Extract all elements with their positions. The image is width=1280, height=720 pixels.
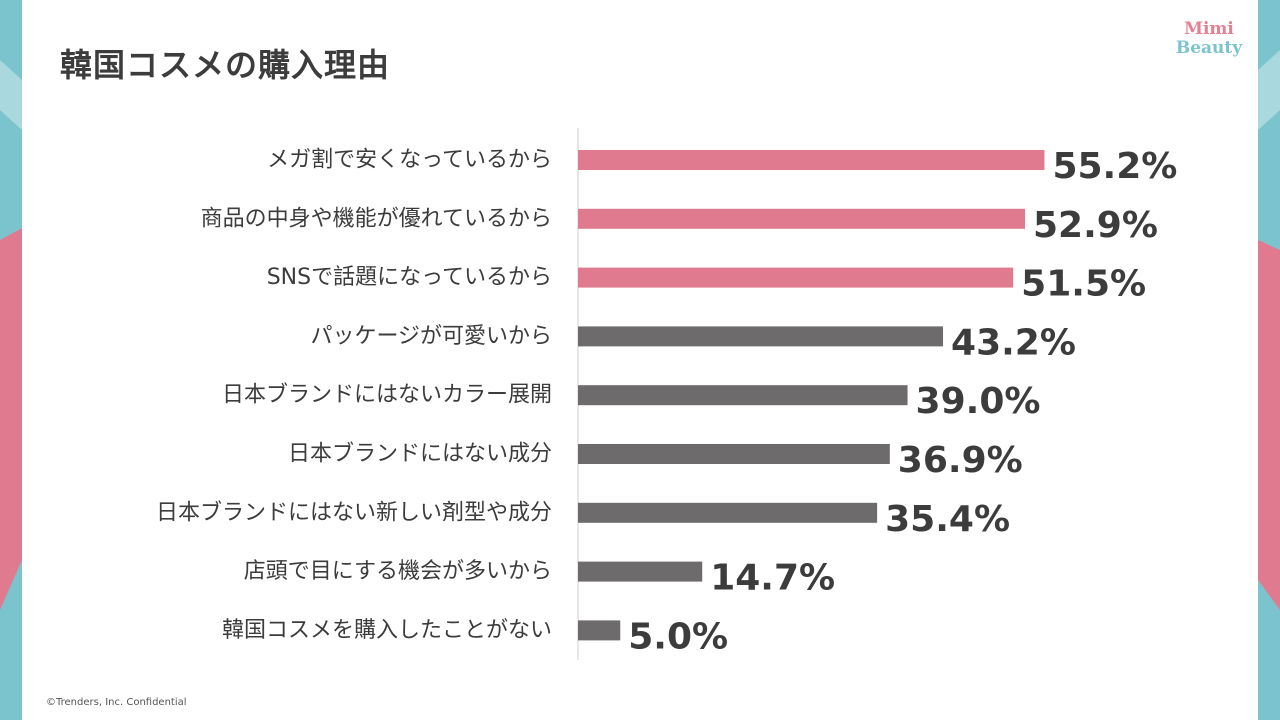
bar	[578, 150, 1045, 170]
category-label: 商品の中身や機能が優れているから	[201, 206, 552, 231]
value-label: 51.5%	[1021, 264, 1146, 305]
logo-line-1: Mimi	[1184, 19, 1234, 39]
category-label: 日本ブランドにはない成分	[288, 442, 552, 467]
logo-line-2: Beauty	[1175, 38, 1243, 58]
bar	[578, 561, 703, 582]
value-label: 55.2%	[1052, 146, 1177, 187]
bar	[578, 444, 890, 464]
value-label: 14.7%	[710, 558, 835, 599]
value-label: 5.0%	[628, 616, 728, 657]
left-decor-strip	[0, 0, 22, 720]
category-label: パッケージが可愛いから	[310, 324, 552, 349]
category-label: メガ割で安くなっているから	[267, 148, 552, 173]
category-label: 日本ブランドにはないカラー展開	[222, 383, 552, 408]
value-label: 43.2%	[951, 322, 1076, 363]
value-label: 52.9%	[1033, 205, 1158, 246]
right-decor-strip	[1258, 0, 1280, 720]
bar	[578, 267, 1014, 288]
value-label: 36.9%	[898, 440, 1023, 481]
page-title: 韓国コスメの購入理由	[60, 46, 391, 84]
bar	[578, 620, 621, 641]
category-label: 韓国コスメを購入したことがない	[222, 618, 552, 643]
bar	[578, 502, 878, 523]
bar	[578, 208, 1026, 229]
bar	[578, 385, 908, 406]
bar	[578, 326, 944, 347]
category-label: 日本ブランドにはない新しい剤型や成分	[156, 500, 552, 525]
footer-copyright: ©Trenders, Inc. Confidential	[46, 697, 187, 708]
value-label: 35.4%	[885, 499, 1010, 540]
category-label: SNSで話題になっているから	[267, 265, 552, 290]
value-label: 39.0%	[916, 381, 1041, 422]
category-label: 店頭で目にする機会が多いから	[244, 559, 552, 584]
brand-logo: Mimi Beauty	[1170, 20, 1248, 58]
